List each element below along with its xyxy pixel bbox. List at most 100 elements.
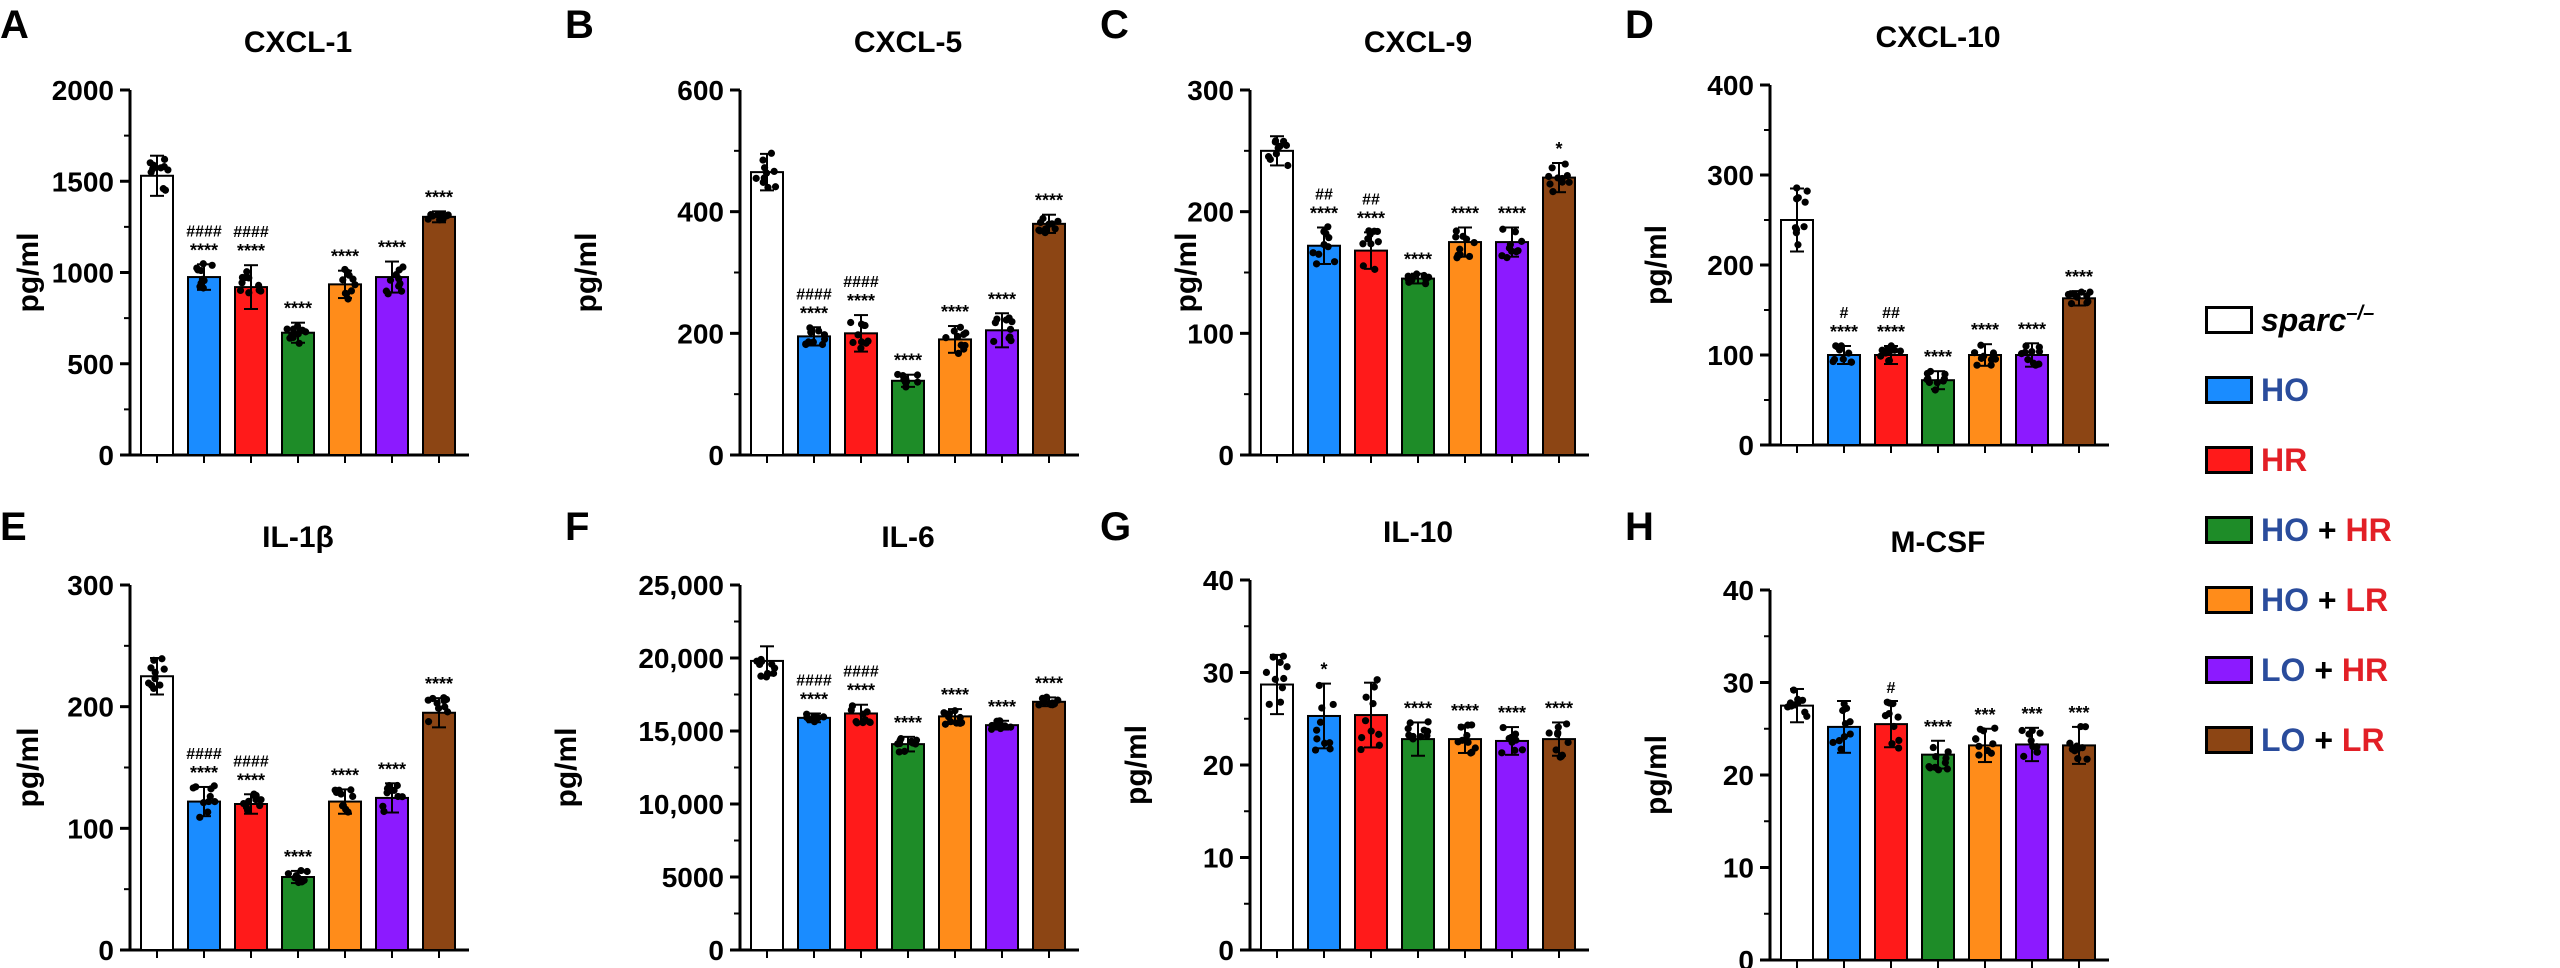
data-point <box>399 263 407 271</box>
legend-item-lo-lr: LO + LR <box>2205 720 2385 760</box>
hash-significance-label: #### <box>186 223 222 240</box>
significance-label: **** <box>1404 698 1432 718</box>
data-point <box>763 669 772 678</box>
legend-label-lo-lr: LO + LR <box>2261 721 2385 758</box>
data-point <box>386 276 395 284</box>
data-point <box>1977 341 1985 349</box>
data-point <box>1829 357 1837 366</box>
data-point <box>1375 741 1383 749</box>
bar-lo_lr <box>1542 738 1576 951</box>
data-point <box>1975 751 1983 759</box>
y-tick-label: 15,000 <box>638 716 724 747</box>
data-point <box>1895 744 1903 752</box>
bar-lo_hr <box>985 329 1019 456</box>
data-point <box>147 664 155 672</box>
data-point <box>960 330 968 339</box>
data-point <box>398 793 406 801</box>
data-point <box>1409 732 1417 741</box>
significance-label: * <box>1320 660 1327 680</box>
data-point <box>1923 375 1931 384</box>
data-point <box>1794 698 1802 706</box>
significance-label: **** <box>1404 250 1432 270</box>
data-point <box>1888 740 1896 748</box>
data-point <box>1498 252 1506 260</box>
data-point <box>1453 254 1461 262</box>
data-point <box>1932 752 1940 761</box>
legend-item-hr: HR <box>2205 440 2307 480</box>
data-point <box>894 370 902 379</box>
data-point <box>1803 187 1811 195</box>
data-point <box>1324 223 1332 231</box>
data-point <box>848 702 857 710</box>
y-tick-label: 10,000 <box>638 789 724 820</box>
bar-lo_lr <box>1032 222 1066 456</box>
data-point <box>288 330 296 339</box>
data-point <box>1361 717 1370 725</box>
significance-label: **** <box>425 674 453 694</box>
data-point <box>1511 228 1519 236</box>
bar-ho_hr <box>1401 738 1435 951</box>
data-point <box>2077 288 2086 296</box>
data-point <box>196 813 204 821</box>
y-tick-label: 300 <box>1707 160 1754 191</box>
hash-significance-label: #### <box>233 753 269 770</box>
data-point <box>2025 730 2033 738</box>
data-point <box>339 276 347 284</box>
data-point <box>860 321 868 329</box>
bar-ho_hr <box>1921 753 1955 962</box>
bar-ho_lr <box>1448 241 1482 456</box>
significance-label: * <box>1555 139 1562 159</box>
y-tick-label: 100 <box>1707 340 1754 371</box>
data-point <box>1041 229 1049 237</box>
data-point <box>1282 141 1291 149</box>
data-point <box>1840 700 1848 708</box>
data-point <box>1877 352 1885 360</box>
bar-sparc <box>750 659 784 951</box>
y-axis-label: pg/ml <box>570 233 603 313</box>
bar-ho_lr <box>938 715 972 952</box>
data-point <box>1329 700 1337 709</box>
data-point <box>2032 361 2040 369</box>
data-point <box>1315 681 1323 690</box>
data-point <box>347 786 355 794</box>
data-point <box>1311 746 1320 754</box>
panel-letter: A <box>0 3 29 47</box>
data-point <box>1278 684 1287 692</box>
y-tick-label: 30 <box>1723 668 1754 699</box>
bar-hr <box>844 332 878 457</box>
data-point <box>158 655 166 663</box>
hash-significance-label: #### <box>796 286 832 303</box>
data-point <box>1265 700 1273 708</box>
data-point <box>1839 706 1847 715</box>
data-point <box>1506 240 1514 249</box>
data-point <box>1885 357 1893 365</box>
data-point <box>1358 734 1366 742</box>
bar-hr <box>234 803 268 951</box>
data-point <box>806 324 814 332</box>
data-point <box>1454 738 1462 746</box>
y-tick-label: 20,000 <box>638 643 724 674</box>
bar-ho_lr <box>1968 354 2002 446</box>
bar-sparc <box>140 675 174 951</box>
hash-significance-label: # <box>1887 680 1896 697</box>
data-point <box>1054 217 1062 225</box>
bar-ho_hr <box>1921 379 1955 447</box>
y-tick-label: 100 <box>67 813 114 844</box>
data-point <box>245 289 253 297</box>
data-point <box>1514 247 1522 255</box>
data-point <box>991 319 999 327</box>
significance-label: **** <box>800 689 828 709</box>
y-tick-label: 100 <box>1187 318 1234 349</box>
hash-significance-label: # <box>1840 305 1849 322</box>
y-tick-label: 10 <box>1203 843 1234 874</box>
y-tick-label: 0 <box>98 935 114 966</box>
significance-label: **** <box>1971 320 1999 340</box>
data-point <box>1548 164 1556 172</box>
y-tick-label: 25,000 <box>638 570 724 601</box>
data-point <box>1973 361 1981 369</box>
y-tick-label: 0 <box>1738 430 1754 461</box>
bar-ho <box>1307 244 1341 456</box>
data-point <box>1889 700 1897 708</box>
hash-significance-label: #### <box>843 274 879 291</box>
bar-ho_lr <box>328 800 362 951</box>
